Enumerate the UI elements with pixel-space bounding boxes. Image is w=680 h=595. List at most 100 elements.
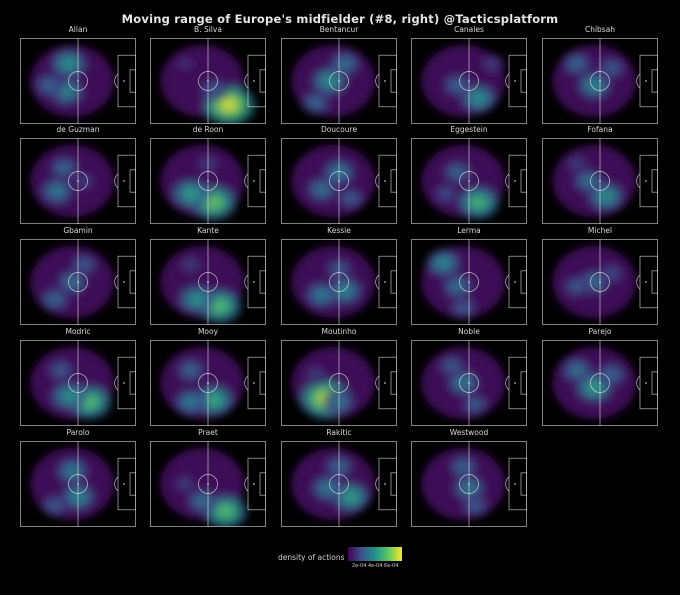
centre-spot [207,80,209,82]
penalty-area [639,356,658,410]
goal-area [129,169,136,193]
penalty-arc [375,173,380,189]
player-panel: Chibsah [542,25,658,125]
pitch-heatmap [281,239,397,325]
centre-circle [329,71,349,91]
goal-area [520,371,527,395]
density-peak [339,59,351,69]
penalty-arc [114,375,119,391]
centre-circle [198,272,218,292]
player-name: de Roon [192,125,224,134]
player-name: Fofana [587,125,613,134]
pitch-heatmap [281,138,397,224]
penalty-area [378,255,397,309]
player-panel: Lerma [411,226,527,326]
penalty-arc [505,375,510,391]
centre-spot [599,382,601,384]
player-name: Gbamin [63,226,93,235]
penalty-spot [384,382,386,384]
player-name: Canales [454,25,484,34]
density-peak [471,197,485,208]
density-peak [571,365,583,375]
centre-spot [77,180,79,182]
penalty-area [117,356,136,410]
penalty-spot [253,180,255,182]
density-peak [451,80,463,90]
penalty-area [117,255,136,309]
centre-circle [459,474,479,494]
density-peak [606,63,617,73]
pitch-heatmap [150,38,266,124]
density-peak [472,93,485,104]
player-panel: Moutinho [281,327,397,427]
density-peak [206,196,221,209]
penalty-arc [375,274,380,290]
pitch-heatmap [20,239,136,325]
player-name: Kante [197,226,219,235]
player-name: Eggestein [450,125,488,134]
centre-circle [329,373,349,393]
player-panel: Michel [542,226,658,326]
colorbar-tick-label: 2e-04 [352,563,367,569]
density-peak [606,369,618,379]
player-name: Allan [68,25,88,34]
player-name: Modric [65,327,91,336]
centre-circle [198,474,218,494]
penalty-spot [514,382,516,384]
player-panel: Canales [411,25,527,125]
penalty-spot [123,483,125,485]
penalty-spot [123,382,125,384]
density-peak [179,479,190,489]
density-peak [62,390,75,401]
penalty-arc [636,173,641,189]
heatmap-grid: Allan B. Silva Bentancur Canales Chibsah de G… [20,25,658,528]
density-peak [315,184,328,195]
colorbar [348,547,402,561]
chart-title: Moving range of Europe's midfielder (#8,… [121,12,559,26]
penalty-spot [384,281,386,283]
goal-area [390,69,397,93]
density-peak [78,176,89,186]
player-panel: de Guzman [20,125,136,225]
centre-circle [198,171,218,191]
centre-spot [77,80,79,82]
density-peak [212,300,227,312]
density-peak [321,483,334,494]
density-peak [457,303,469,313]
pitch-heatmap [150,239,266,325]
player-panel: Praet [150,428,266,528]
player-name: Rakitic [326,428,352,437]
density-peak [78,260,90,270]
centre-spot [338,180,340,182]
density-peak [58,163,70,173]
pitch-heatmap [150,340,266,426]
centre-circle [459,272,479,292]
player-name: Bentancur [319,25,359,34]
penalty-arc [375,375,380,391]
goal-area [259,472,266,496]
penalty-spot [384,180,386,182]
player-panel: Fofana [542,125,658,225]
density-peak [588,277,600,287]
penalty-area [117,54,136,108]
penalty-spot [514,180,516,182]
pitch-heatmap [542,38,658,124]
player-panel: Noble [411,327,527,427]
goal-area [390,472,397,496]
penalty-spot [645,80,647,82]
density-peak [571,159,582,168]
goal-area [129,472,136,496]
player-panel: Rakitic [281,428,397,528]
player-name: Parejo [588,327,612,336]
player-panel: Eggestein [411,125,527,225]
goal-area [259,169,266,193]
penalty-area [508,356,527,410]
centre-spot [338,483,340,485]
density-peak [588,80,601,91]
density-peak [310,98,322,107]
centre-spot [77,281,79,283]
penalty-spot [253,281,255,283]
penalty-spot [123,80,125,82]
player-name: Moutinho [321,327,357,336]
penalty-area [117,154,136,208]
